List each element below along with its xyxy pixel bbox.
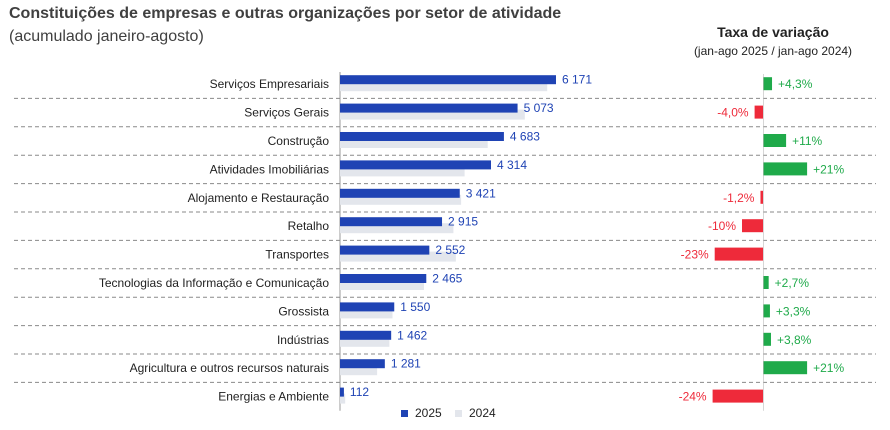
rate-bar	[763, 304, 770, 318]
legend-swatch-2024	[455, 409, 462, 417]
value-label-2025: 2 552	[435, 243, 465, 257]
bar-2024	[340, 223, 454, 234]
chart-subtitle: (acumulado janeiro-agosto)	[9, 28, 204, 45]
rate-bar	[763, 276, 769, 289]
value-label-2025: 1 462	[397, 328, 427, 342]
category-label: Transportes	[265, 248, 329, 262]
rate-label: -23%	[681, 248, 709, 262]
value-label-2025: 3 421	[466, 186, 496, 200]
rate-bar	[763, 361, 808, 375]
bar-2025	[340, 217, 443, 227]
legend-item-2025: 2025	[401, 406, 442, 420]
bar-2025	[340, 274, 427, 283]
rate-label: +2,7%	[775, 276, 810, 290]
category-label: Retalho	[288, 219, 330, 233]
rate-label: +3,8%	[777, 333, 812, 347]
rate-subtitle: (jan-ago 2025 / jan-ago 2024)	[693, 44, 853, 58]
category-label: Indústrias	[277, 333, 329, 347]
legend-label-2025: 2025	[415, 406, 442, 420]
rate-bar	[742, 219, 763, 233]
rate-label: -10%	[708, 219, 736, 233]
value-label-2025: 5 073	[524, 101, 554, 115]
rate-bar	[754, 105, 763, 119]
rate-bar	[763, 77, 773, 91]
category-label: Construção	[268, 134, 330, 148]
rate-label: -1,2%	[723, 191, 755, 205]
category-label: Atividades Imobiliárias	[210, 162, 329, 176]
bar-2025	[340, 359, 385, 369]
bar-2025	[340, 387, 344, 397]
value-label-2025: 6 171	[562, 73, 592, 87]
value-label-2025: 1 550	[400, 300, 430, 314]
bar-2025	[340, 302, 395, 312]
bar-2025	[340, 160, 492, 170]
bar-2025	[340, 188, 460, 198]
category-label: Energias e Ambiente	[218, 390, 329, 404]
bar-2024	[340, 280, 425, 290]
value-label-2025: 1 281	[391, 357, 421, 371]
rate-label: -24%	[679, 390, 707, 404]
rate-bar	[763, 332, 771, 346]
chart-title: Constituições de empresas e outras organ…	[9, 5, 562, 22]
rate-bar	[712, 389, 763, 403]
bar-2024	[340, 251, 456, 262]
bar-2025	[340, 75, 556, 85]
value-label-2025: 112	[350, 385, 369, 399]
bar-2024	[340, 166, 465, 177]
rate-bar	[760, 190, 763, 204]
bar-2024	[340, 336, 390, 347]
rate-label: -4,0%	[717, 106, 749, 120]
category-label: Serviços Gerais	[244, 106, 329, 120]
bar-2025	[340, 330, 392, 340]
value-label-2025: 2 465	[432, 272, 462, 286]
category-label: Tecnologias da Informação e Comunicação	[99, 276, 329, 290]
bar-2024	[340, 81, 548, 92]
legend-swatch-2025	[401, 409, 408, 417]
rate-label: +21%	[813, 361, 844, 375]
category-label: Alojamento e Restauração	[188, 191, 330, 205]
rate-label: +4,3%	[778, 77, 813, 91]
legend-item-2024: 2024	[455, 406, 496, 420]
bar-2024	[340, 109, 525, 120]
bar-2024	[340, 308, 393, 319]
rate-bar	[763, 162, 808, 176]
rate-label: +11%	[792, 134, 822, 148]
bar-2024	[340, 393, 346, 404]
bar-2024	[340, 194, 462, 205]
value-label-2025: 2 915	[448, 215, 478, 229]
rate-title: Taxa de variação	[717, 24, 829, 40]
bar-2024	[340, 365, 378, 376]
bar-2025	[340, 132, 504, 141]
rate-label: +3,3%	[776, 304, 811, 318]
bar-2024	[340, 138, 488, 148]
value-label-2025: 4 683	[510, 130, 540, 144]
bar-2025	[340, 245, 430, 255]
category-label: Agricultura e outros recursos naturais	[130, 361, 329, 375]
rate-bar	[763, 134, 787, 147]
legend-label-2024: 2024	[469, 406, 496, 420]
category-label: Grossista	[278, 304, 329, 318]
rate-bar	[714, 247, 763, 261]
bar-2025	[340, 103, 518, 113]
value-label-2025: 4 314	[497, 158, 527, 172]
category-label: Serviços Empresariais	[210, 77, 329, 91]
rate-label: +21%	[813, 162, 844, 176]
